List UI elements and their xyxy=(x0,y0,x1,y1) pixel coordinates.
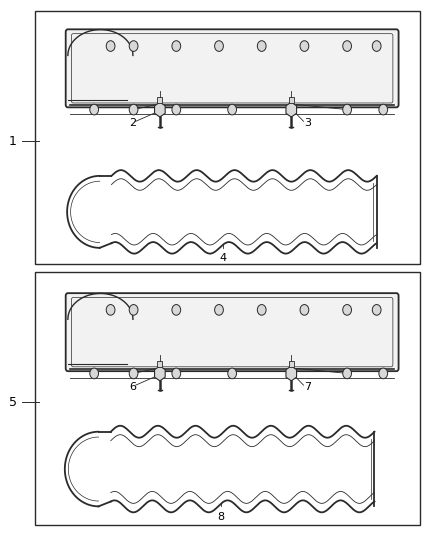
Circle shape xyxy=(129,304,138,315)
Circle shape xyxy=(287,368,296,379)
Circle shape xyxy=(343,304,351,315)
Text: 5: 5 xyxy=(9,396,17,409)
Circle shape xyxy=(172,368,180,379)
Circle shape xyxy=(379,104,388,115)
Circle shape xyxy=(90,368,99,379)
Circle shape xyxy=(90,104,99,115)
Circle shape xyxy=(172,104,180,115)
Bar xyxy=(157,361,162,367)
Circle shape xyxy=(215,304,223,315)
Bar xyxy=(289,361,294,367)
FancyBboxPatch shape xyxy=(66,293,399,371)
Circle shape xyxy=(343,104,351,115)
Circle shape xyxy=(300,41,309,51)
Bar xyxy=(289,97,294,103)
Circle shape xyxy=(172,304,180,315)
Text: 6: 6 xyxy=(129,382,136,392)
Circle shape xyxy=(129,41,138,51)
Text: 1: 1 xyxy=(9,135,17,148)
Circle shape xyxy=(258,41,266,51)
Circle shape xyxy=(343,41,351,51)
Bar xyxy=(35,272,420,525)
Circle shape xyxy=(379,368,388,379)
Text: 4: 4 xyxy=(220,253,227,263)
FancyBboxPatch shape xyxy=(66,29,399,107)
Text: 8: 8 xyxy=(218,512,225,522)
Circle shape xyxy=(258,304,266,315)
Circle shape xyxy=(287,104,296,115)
Circle shape xyxy=(172,41,180,51)
Circle shape xyxy=(129,104,138,115)
Polygon shape xyxy=(68,30,133,100)
Circle shape xyxy=(343,368,351,379)
Circle shape xyxy=(215,41,223,51)
Polygon shape xyxy=(68,294,133,364)
Bar xyxy=(157,97,162,103)
Circle shape xyxy=(300,304,309,315)
Text: 2: 2 xyxy=(129,118,136,128)
Circle shape xyxy=(106,304,115,315)
Circle shape xyxy=(228,368,237,379)
Bar xyxy=(35,11,420,264)
Text: 3: 3 xyxy=(304,118,311,128)
Circle shape xyxy=(372,304,381,315)
Circle shape xyxy=(372,41,381,51)
Circle shape xyxy=(106,41,115,51)
Circle shape xyxy=(228,104,237,115)
Text: 7: 7 xyxy=(304,382,311,392)
Circle shape xyxy=(129,368,138,379)
